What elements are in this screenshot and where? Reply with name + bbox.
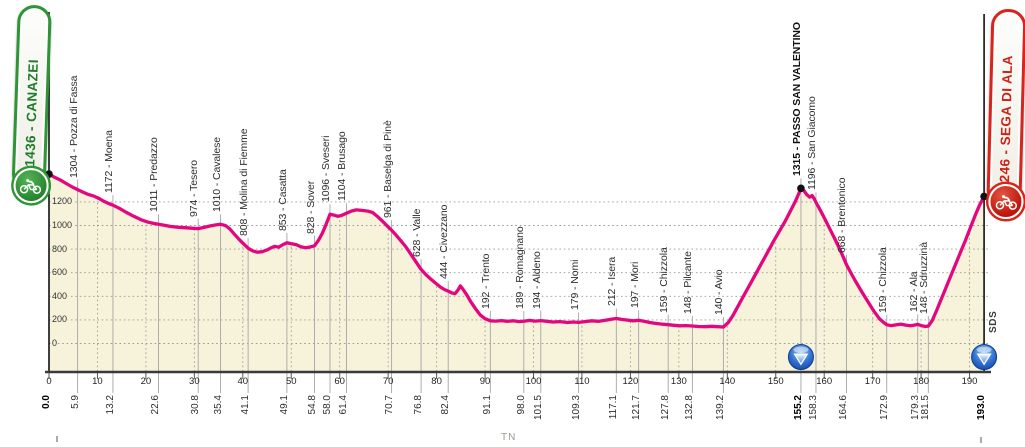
blue-triangle-marker-icon [787, 344, 814, 370]
finish-sign-label: 1246 - SEGA DI ALA [996, 55, 1016, 191]
finish-sign-pill: 1246 - SEGA DI ALA [986, 8, 1025, 208]
start-sign-badge [12, 167, 49, 204]
blue-triangle-marker-icon [971, 344, 998, 370]
sds-label: SDS [988, 310, 999, 333]
cyclist-icon [995, 194, 1017, 210]
start-sign: 1436 - CANAZEI [11, 4, 52, 204]
start-sign-label: 1436 - CANAZEI [21, 58, 41, 168]
start-sign-pill: 1436 - CANAZEI [11, 4, 52, 192]
finish-sign: 1246 - SEGA DI ALA [986, 8, 1025, 220]
elevation-area [49, 174, 985, 372]
province-label: TN [501, 432, 517, 443]
elevation-profile-line [47, 172, 986, 329]
cyclist-icon [19, 178, 42, 194]
summit-dot [797, 184, 805, 193]
summit-dot [45, 170, 53, 178]
summit-dot [980, 192, 988, 201]
bottom-tick-finish [980, 437, 982, 443]
finish-sign-badge [988, 183, 1024, 220]
bottom-tick-start [56, 436, 58, 442]
